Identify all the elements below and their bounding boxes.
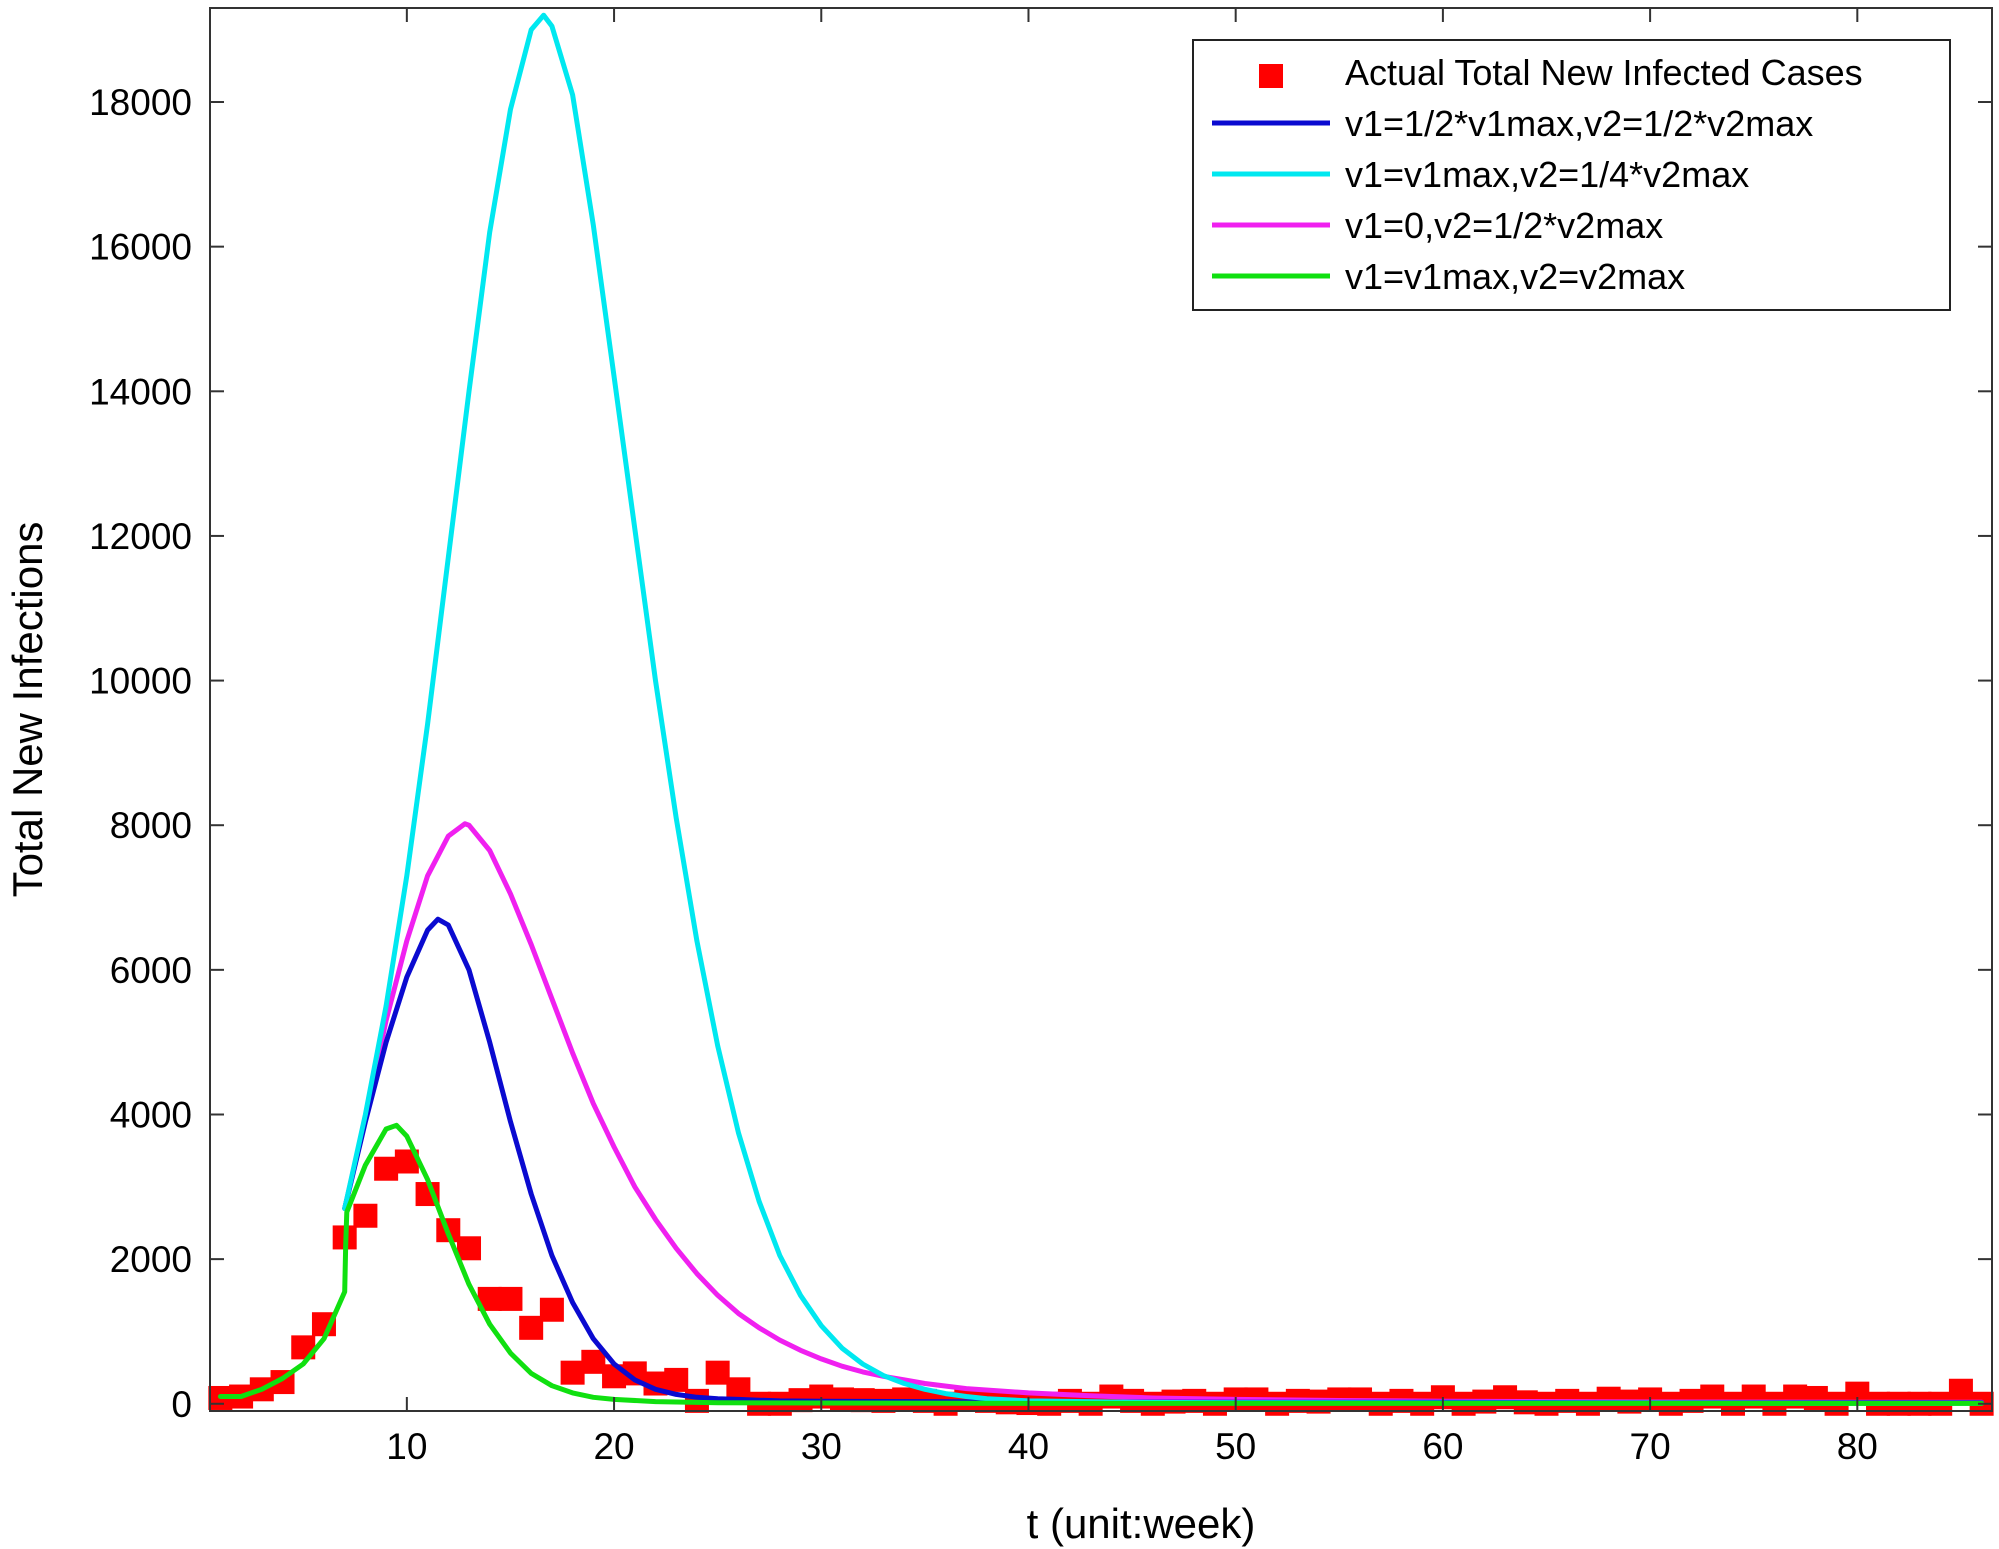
x-tick-label-50: 50	[1215, 1426, 1256, 1467]
y-tick-label-12000: 12000	[89, 516, 192, 557]
data-point	[1948, 1378, 1973, 1403]
legend: Actual Total New Infected Cases v1=1/2*v…	[1192, 39, 1951, 311]
data-point	[353, 1203, 378, 1228]
series-line-3	[342, 821, 1985, 1405]
data-point	[664, 1367, 689, 1392]
data-point	[560, 1360, 585, 1385]
y-axis-label: Total New Infections	[4, 522, 51, 898]
x-axis-label: t (unit:week)	[1027, 1500, 1256, 1547]
data-point	[519, 1315, 544, 1340]
x-tick-label-60: 60	[1422, 1426, 1463, 1467]
series-line-2	[342, 12, 1985, 1406]
y-tick-label-10000: 10000	[89, 661, 192, 702]
legend-label-series-4: v1=v1max,v2=v2max	[1345, 256, 1685, 297]
x-tick-label-10: 10	[386, 1426, 427, 1467]
data-point	[705, 1360, 730, 1385]
data-point	[374, 1156, 399, 1181]
legend-marker-actual-cases	[1259, 64, 1283, 88]
y-tick-label-0: 0	[171, 1384, 192, 1425]
axis-ticks: 10 20 30 40 50 60 70 80 0 2000 4000 6000 8000 10000 12…	[89, 8, 1992, 1467]
series-line-4	[217, 1122, 1985, 1406]
y-tick-label-16000: 16000	[89, 227, 192, 268]
data-point	[498, 1286, 523, 1311]
data-point	[457, 1236, 482, 1261]
y-tick-label-4000: 4000	[110, 1094, 192, 1135]
data-point	[1596, 1386, 1621, 1411]
axes-box	[209, 7, 1993, 1412]
x-tick-label-20: 20	[593, 1426, 634, 1467]
y-tick-label-2000: 2000	[110, 1239, 192, 1280]
legend-label-series-3: v1=0,v2=1/2*v2max	[1345, 205, 1663, 246]
legend-label-actual-cases: Actual Total New Infected Cases	[1345, 52, 1863, 93]
y-tick-label-18000: 18000	[89, 82, 192, 123]
y-tick-label-8000: 8000	[110, 805, 192, 846]
x-tick-label-80: 80	[1837, 1426, 1878, 1467]
data-point	[1803, 1385, 1828, 1410]
legend-label-series-2: v1=v1max,v2=1/4*v2max	[1345, 154, 1749, 195]
x-tick-label-70: 70	[1630, 1426, 1671, 1467]
data-point	[539, 1297, 564, 1322]
y-tick-label-14000: 14000	[89, 371, 192, 412]
x-tick-label-40: 40	[1008, 1426, 1049, 1467]
y-tick-label-6000: 6000	[110, 950, 192, 991]
data-point	[581, 1349, 606, 1374]
legend-label-series-1: v1=1/2*v1max,v2=1/2*v2max	[1345, 103, 1813, 144]
x-tick-label-30: 30	[801, 1426, 842, 1467]
